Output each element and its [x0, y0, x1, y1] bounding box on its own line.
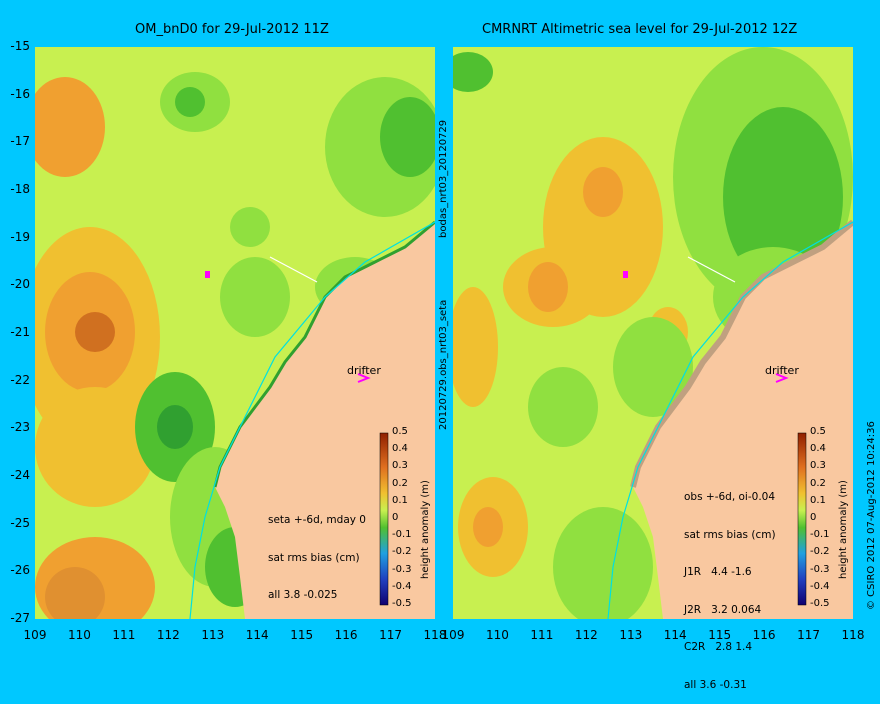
- lon-tick-label: 117: [379, 628, 402, 642]
- right-stats-line-4: J2R 3.2 0.064: [684, 603, 762, 616]
- colorbar-tick-label: 0.5: [392, 426, 408, 437]
- colorbar-tick-label: 0.4: [392, 443, 408, 455]
- lat-tick-label: -25: [10, 515, 30, 530]
- colorbar-tick-label: -0.5: [810, 598, 830, 609]
- lon-tick-label: 115: [290, 628, 314, 642]
- colorbar-tick-label: -0.4: [810, 580, 830, 592]
- lon-tick-label: 110: [485, 628, 509, 642]
- left-stats-line-1: seta +-6d, mday 0: [268, 514, 366, 526]
- right-stats-line-2: sat rms bias (cm): [684, 528, 776, 541]
- lon-tick-label: 113: [619, 628, 643, 642]
- colorbar-tick-label: 0.1: [392, 494, 408, 506]
- left-panel-title: OM_bnD0 for 29-Jul-2012 11Z: [135, 22, 329, 37]
- right-stats: obs +-6d, oi-0.04 sat rms bias (cm) J1R …: [684, 466, 776, 704]
- colorbar-tick-label: 0.2: [392, 477, 408, 489]
- colorbar-tick-label: 0: [392, 512, 399, 523]
- lat-tick-label: -24: [10, 468, 30, 482]
- lon-tick-label: 114: [245, 628, 269, 642]
- right-drifter-label: drifter: [765, 364, 799, 377]
- lon-tick-label: 113: [201, 628, 225, 642]
- left-map[interactable]: [35, 47, 435, 619]
- copyright-label: © CSIRO 2012 07-Aug-2012 10:24:36: [866, 421, 877, 610]
- colorbar-tick-label: 0.2: [810, 477, 826, 489]
- colorbar-tick-label: -0.1: [392, 529, 412, 541]
- lat-tick-label: -27: [10, 611, 30, 625]
- left-stats-line-2: sat rms bias (cm): [268, 551, 360, 564]
- lon-tick-label: 118: [841, 628, 865, 642]
- lon-tick-label: 109: [441, 628, 465, 642]
- lat-tick-label: -22: [10, 372, 30, 387]
- left-stats-line-3: all 3.8 -0.025: [268, 589, 338, 601]
- lon-tick-label: 109: [23, 628, 47, 642]
- colorbar-tick-label: -0.2: [810, 546, 830, 558]
- left-stats: seta +-6d, mday 0 sat rms bias (cm) all …: [268, 489, 366, 614]
- lon-tick-label: 115: [708, 628, 732, 642]
- right-stats-line-1: obs +-6d, oi-0.04: [684, 491, 776, 503]
- lon-tick-label: 111: [530, 628, 554, 642]
- lon-tick-label: 116: [334, 628, 358, 642]
- right-map[interactable]: [453, 47, 853, 619]
- middle-bottom-label: 20120729.obs_nrt03_seta: [438, 299, 449, 430]
- lat-tick-label: -15: [10, 39, 30, 53]
- right-stats-line-6: all 3.6 -0.31: [684, 678, 747, 691]
- lon-tick-label: 112: [156, 628, 180, 642]
- right-map-canvas: [453, 47, 853, 619]
- lat-tick-label: -26: [10, 563, 30, 578]
- lon-tick-label: 112: [574, 628, 598, 642]
- lat-tick-label: -20: [10, 277, 30, 292]
- middle-top-label: bodas_nrt03_20120729: [438, 119, 449, 238]
- lat-tick-label: -16: [10, 86, 30, 101]
- lon-tick-label: 118: [423, 628, 447, 642]
- lat-tick-label: -19: [10, 229, 30, 244]
- lon-tick-label: 117: [797, 628, 820, 642]
- lon-tick-label: 116: [752, 628, 776, 642]
- right-stats-line-5: C2R 2.8 1.4: [684, 641, 753, 653]
- colorbar-tick-label: 0.1: [810, 494, 826, 506]
- right-stats-line-3: J1R 4.4 -1.6: [684, 566, 752, 578]
- colorbar-tick-label: 0.5: [810, 426, 826, 437]
- colorbar-tick-label: -0.5: [392, 598, 412, 609]
- colorbar-tick-label: 0.4: [810, 443, 826, 455]
- colorbar-tick-label: -0.3: [392, 563, 412, 575]
- colorbar-tick-label: -0.1: [810, 529, 830, 541]
- left-colorbar-title: height anomaly (m): [420, 480, 431, 579]
- right-colorbar-title: height anomaly (m): [838, 480, 849, 579]
- lat-tick-label: -17: [10, 134, 30, 149]
- lat-tick-label: -18: [10, 182, 30, 196]
- lat-tick-label: -21: [10, 325, 30, 339]
- left-map-canvas: [35, 47, 435, 619]
- colorbar-tick-label: 0: [810, 512, 817, 523]
- lon-tick-label: 114: [663, 628, 687, 642]
- colorbar-tick-label: -0.4: [392, 580, 412, 592]
- colorbar-tick-label: -0.2: [392, 546, 412, 558]
- colorbar-tick-label: -0.3: [810, 563, 830, 575]
- lat-tick-label: -23: [10, 420, 30, 435]
- colorbar-tick-label: 0.3: [810, 460, 826, 472]
- lon-tick-label: 111: [112, 628, 136, 642]
- colorbar-tick-label: 0.3: [392, 460, 408, 472]
- left-drifter-label: drifter: [347, 364, 381, 377]
- right-panel-title: CMRNRT Altimetric sea level for 29-Jul-2…: [482, 22, 798, 37]
- lon-tick-label: 110: [67, 628, 91, 642]
